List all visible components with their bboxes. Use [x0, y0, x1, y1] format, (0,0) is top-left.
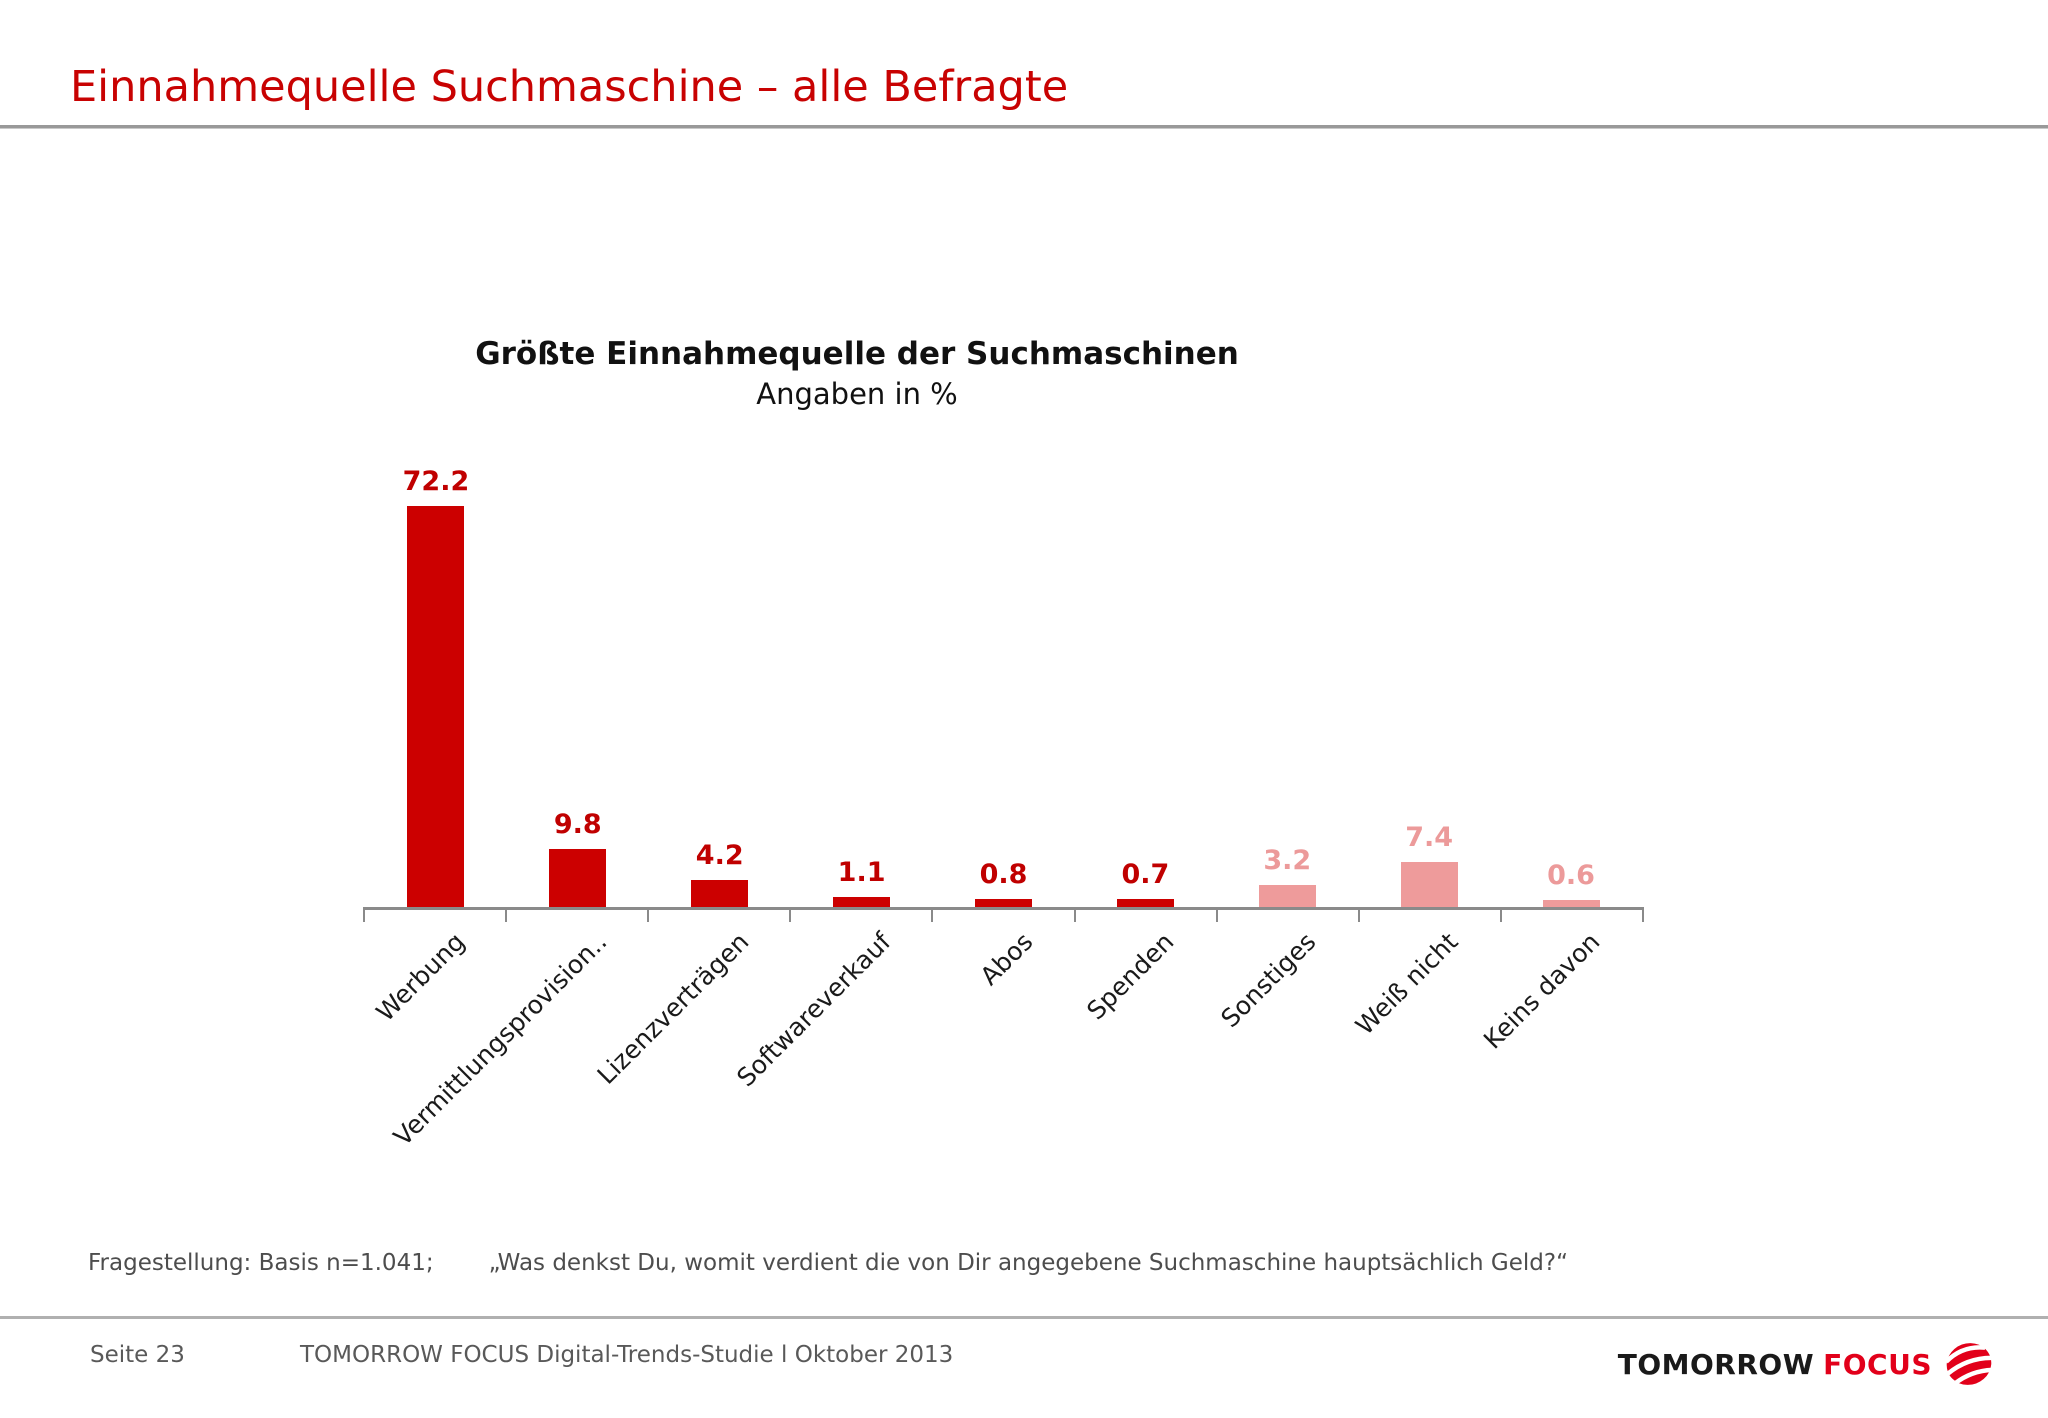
bar-value-label: 7.4 — [1405, 822, 1454, 853]
axis-tick — [363, 907, 365, 922]
footnote-basis: Fragestellung: Basis n=1.041; — [88, 1250, 434, 1276]
axis-tick — [647, 907, 649, 922]
category-label: Sonstiges — [1215, 927, 1322, 1034]
chart-title: Größte Einnahmequelle der Suchmaschinen — [475, 336, 1239, 372]
bar-value-label: 9.8 — [553, 809, 602, 840]
bar-value-label: 0.8 — [979, 859, 1028, 890]
axis-tick — [505, 907, 507, 922]
bar-value-label: 4.2 — [695, 840, 744, 871]
axis-tick — [1216, 907, 1218, 922]
footer-divider — [0, 1316, 2048, 1319]
bar — [1542, 900, 1600, 907]
page-number: Seite 23 — [90, 1342, 185, 1368]
category-label: Spenden — [1081, 927, 1180, 1026]
bar — [549, 849, 607, 907]
bar — [833, 897, 891, 907]
x-axis-line — [363, 907, 1644, 910]
category-label: Keins davon — [1477, 927, 1606, 1055]
bar — [975, 899, 1032, 907]
chart-header: Größte Einnahmequelle der Suchmaschinen … — [457, 336, 1257, 411]
axis-tick — [1074, 907, 1076, 922]
axis-tick — [789, 907, 791, 922]
bar — [1116, 899, 1174, 907]
x-axis-ticks — [363, 907, 1644, 923]
bar-value-label: 0.6 — [1547, 860, 1595, 891]
axis-tick — [931, 907, 933, 922]
title-divider — [0, 125, 2048, 129]
category-label: Lizenzverträgen — [591, 927, 755, 1090]
bar — [1400, 862, 1458, 907]
page-title: Einnahmequelle Suchmaschine – alle Befra… — [70, 62, 1069, 112]
bar — [691, 880, 749, 907]
footnote-question: „Was denkst Du, womit verdient die von D… — [488, 1250, 1569, 1276]
logo-tomorrow-text: TOMORROW — [1617, 1347, 1815, 1381]
bar-plot: 72.2 9.8 4.2 1.1 0.8 0.7 3.2 7.4 0.6 — [365, 466, 1642, 907]
category-label: Weiß nicht — [1350, 927, 1464, 1041]
bar — [407, 506, 465, 907]
category-label: Abos — [974, 927, 1039, 991]
axis-tick — [1642, 907, 1644, 922]
bar-value-label: 3.2 — [1263, 845, 1312, 876]
category-label: Softwareverkauf — [730, 927, 897, 1093]
globe-icon — [1944, 1343, 1993, 1386]
category-label: Werbung — [370, 927, 471, 1027]
study-label: TOMORROW FOCUS Digital-Trends-Studie l O… — [300, 1342, 954, 1368]
logo-focus-text: FOCUS — [1823, 1347, 1932, 1381]
chart-subtitle: Angaben in % — [756, 377, 958, 411]
bar-value-label: 1.1 — [837, 857, 886, 888]
logo-wordmark: TOMORROW FOCUS — [1618, 1348, 1932, 1381]
tomorrow-focus-logo: TOMORROW FOCUS — [1618, 1340, 1996, 1388]
bar-value-label: 0.7 — [1121, 859, 1170, 890]
bar-value-label: 72.2 — [402, 466, 470, 497]
bar — [1258, 885, 1316, 907]
axis-tick — [1500, 907, 1502, 922]
category-label: Vermittlungsprovision.. — [387, 927, 613, 1152]
footnote: Fragestellung: Basis n=1.041; „Was denkst… — [88, 1250, 1568, 1276]
axis-tick — [1358, 907, 1360, 922]
